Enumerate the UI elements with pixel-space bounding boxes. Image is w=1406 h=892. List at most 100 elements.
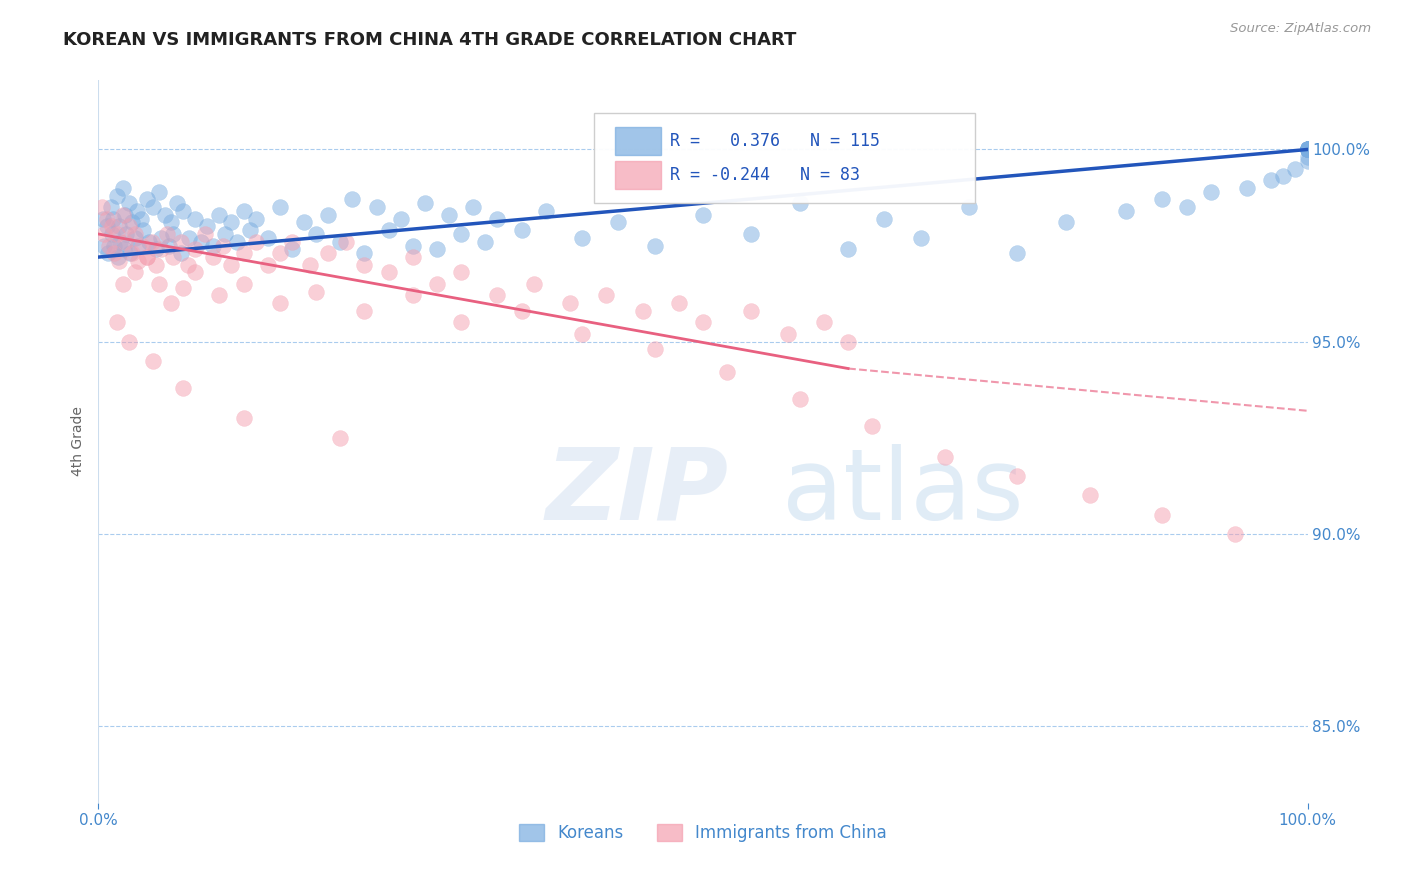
Point xyxy=(148,277,170,291)
Point xyxy=(316,246,339,260)
Point xyxy=(692,315,714,329)
Text: ZIP: ZIP xyxy=(546,443,728,541)
Point xyxy=(335,235,357,249)
Point xyxy=(208,208,231,222)
Point xyxy=(256,258,278,272)
Point xyxy=(450,265,472,279)
Point xyxy=(1199,185,1222,199)
Point xyxy=(118,219,141,234)
Point xyxy=(789,196,811,211)
Point xyxy=(1175,200,1198,214)
Point xyxy=(131,238,153,252)
Point xyxy=(114,208,136,222)
Point xyxy=(150,231,173,245)
Point xyxy=(118,246,141,260)
Point xyxy=(172,381,194,395)
Point xyxy=(98,238,121,252)
Point xyxy=(1296,143,1319,157)
Y-axis label: 4th Grade: 4th Grade xyxy=(72,407,86,476)
Point xyxy=(389,211,412,226)
Point xyxy=(1152,508,1174,522)
Point xyxy=(1296,143,1319,157)
Point xyxy=(1296,143,1319,157)
Point xyxy=(1115,203,1137,218)
Point xyxy=(837,334,859,349)
Point xyxy=(1296,143,1319,157)
Point xyxy=(1272,169,1295,184)
Point xyxy=(101,211,124,226)
Point xyxy=(96,211,118,226)
Point xyxy=(1007,246,1029,260)
Point xyxy=(486,211,509,226)
Legend: Koreans, Immigrants from China: Koreans, Immigrants from China xyxy=(512,817,894,848)
Point xyxy=(1223,526,1246,541)
Text: R =   0.376   N = 115: R = 0.376 N = 115 xyxy=(671,132,880,150)
Point xyxy=(112,243,135,257)
Text: atlas: atlas xyxy=(782,443,1024,541)
Point xyxy=(1236,181,1258,195)
Point xyxy=(232,246,254,260)
Point xyxy=(160,215,183,229)
Point xyxy=(214,227,236,241)
Point xyxy=(162,227,184,241)
Point xyxy=(108,235,131,249)
Point xyxy=(486,288,509,302)
Point xyxy=(121,215,143,229)
Point xyxy=(111,208,134,222)
Point xyxy=(789,392,811,407)
Point xyxy=(353,258,375,272)
Point xyxy=(510,223,533,237)
Point xyxy=(474,235,496,249)
Point xyxy=(523,277,546,291)
Point xyxy=(776,326,799,341)
Point xyxy=(426,277,449,291)
Point xyxy=(107,250,129,264)
Point xyxy=(145,243,167,257)
Point xyxy=(111,277,134,291)
Point xyxy=(329,235,352,249)
Point xyxy=(450,227,472,241)
Point xyxy=(138,235,160,249)
Point xyxy=(118,196,141,211)
Point xyxy=(114,235,136,249)
Point xyxy=(132,223,155,237)
Point xyxy=(169,235,191,249)
Point xyxy=(115,227,138,241)
Point xyxy=(1296,143,1319,157)
Bar xyxy=(614,128,661,154)
Point xyxy=(124,265,146,279)
Point xyxy=(1260,173,1282,187)
Point xyxy=(127,203,149,218)
Point xyxy=(571,231,593,245)
Point xyxy=(162,250,184,264)
Point xyxy=(127,238,149,252)
Point xyxy=(534,203,557,218)
Text: R = -0.244   N = 83: R = -0.244 N = 83 xyxy=(671,166,860,184)
Point xyxy=(1007,469,1029,483)
Point xyxy=(1152,193,1174,207)
Point xyxy=(281,243,304,257)
Point xyxy=(607,215,630,229)
Point xyxy=(1284,161,1306,176)
Point xyxy=(172,203,194,218)
Point xyxy=(571,326,593,341)
Point xyxy=(1296,143,1319,157)
Point xyxy=(184,211,207,226)
Point xyxy=(153,208,176,222)
Point xyxy=(103,238,125,252)
Point xyxy=(353,246,375,260)
Point xyxy=(212,238,235,252)
Point xyxy=(190,235,212,249)
Point xyxy=(169,246,191,260)
Point xyxy=(1296,143,1319,157)
Point xyxy=(305,285,328,299)
Point xyxy=(377,265,399,279)
Point xyxy=(329,431,352,445)
Point xyxy=(141,235,163,249)
Point xyxy=(860,419,883,434)
Point xyxy=(1296,143,1319,157)
Point xyxy=(305,227,328,241)
Point xyxy=(221,258,243,272)
Point xyxy=(108,219,131,234)
Point xyxy=(93,227,115,241)
